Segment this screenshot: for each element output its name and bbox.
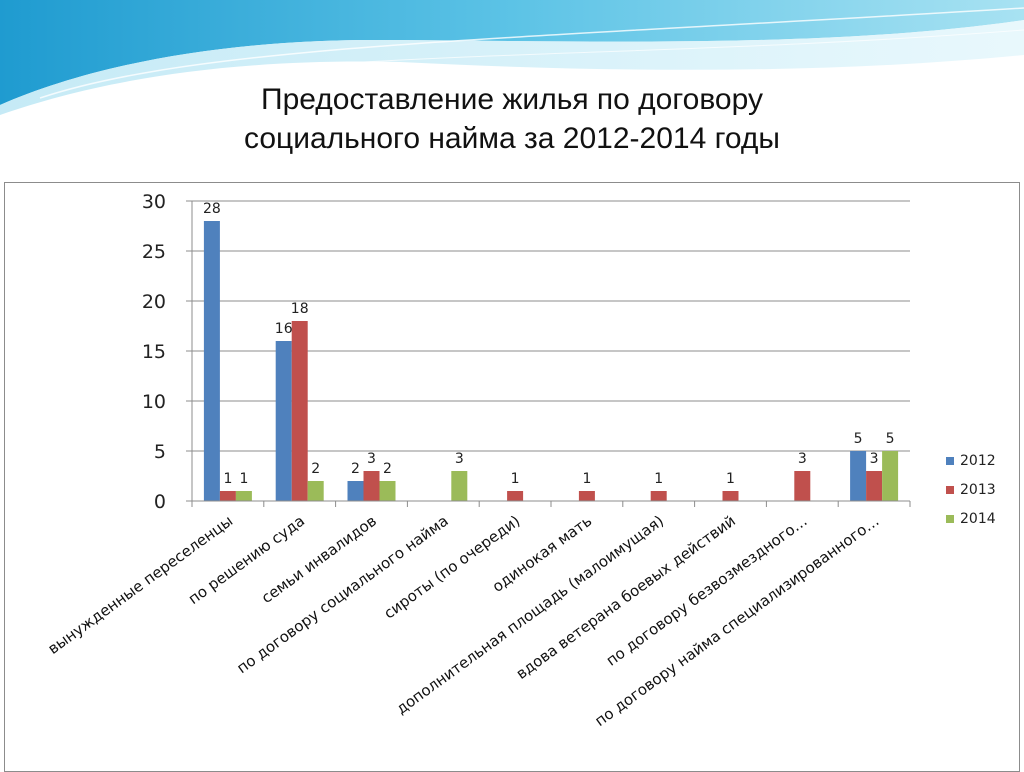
data-label: 1: [654, 471, 663, 487]
bar-2013-8: [794, 471, 811, 501]
data-label: 3: [870, 451, 879, 467]
slide-title-line-1: Предоставление жилья по договору: [261, 83, 763, 116]
bar-2014-0: [235, 491, 252, 501]
bar-2013-0: [219, 491, 236, 501]
bar-2012-2: [347, 481, 364, 501]
bar-2013-5: [578, 491, 595, 501]
legend-swatch-2013: [946, 486, 954, 494]
bar-2014-2: [379, 481, 396, 501]
category-label: по решению суда: [185, 512, 308, 608]
data-label: 1: [582, 471, 591, 487]
y-tick-label: 15: [142, 341, 166, 363]
y-tick-label: 25: [142, 241, 166, 263]
data-label: 2: [311, 461, 320, 477]
bar-2013-2: [363, 471, 380, 501]
data-label: 3: [367, 451, 376, 467]
data-label: 1: [511, 471, 520, 487]
data-label: 1: [239, 471, 248, 487]
y-tick-label: 20: [142, 291, 166, 313]
category-label: дополнительная площадь (малоимущая): [393, 512, 667, 718]
y-tick-label: 5: [154, 441, 166, 463]
slide-title-line-2: социального найма за 2012-2014 годы: [244, 122, 780, 155]
bar-2013-6: [650, 491, 667, 501]
grid-lines: [192, 200, 910, 452]
bar-2013-1: [291, 321, 308, 501]
y-tick-label: 0: [154, 491, 166, 513]
data-label: 5: [886, 431, 895, 447]
data-label: 1: [726, 471, 735, 487]
data-label: 16: [275, 321, 293, 337]
bar-2014-9: [882, 451, 899, 501]
data-label: 18: [291, 301, 309, 317]
y-tick-label: 10: [142, 391, 166, 413]
bar-2013-9: [866, 471, 883, 501]
data-label: 3: [455, 451, 464, 467]
legend-label-2013: 2013: [960, 482, 996, 498]
bar-2012-1: [275, 341, 292, 501]
category-label: сироты (по очереди): [380, 512, 523, 623]
legend: 2012 2013 2014: [946, 453, 996, 527]
bar-2014-3: [451, 471, 468, 501]
data-label: 5: [854, 431, 863, 447]
data-label: 1: [223, 471, 232, 487]
data-label: 2: [351, 461, 360, 477]
bar-2014-1: [307, 481, 324, 501]
y-tick-label: 30: [142, 191, 166, 213]
header-wave-light: [0, 20, 1024, 115]
slide-title: Предоставление жилья по договору социаль…: [120, 80, 904, 158]
data-label: 28: [203, 201, 221, 217]
bar-2012-9: [850, 451, 867, 501]
header-wave-dark: [0, 0, 1024, 105]
data-label: 2: [383, 461, 392, 477]
legend-label-2012: 2012: [960, 453, 996, 469]
bars: [203, 221, 899, 501]
legend-swatch-2014: [946, 515, 954, 523]
legend-swatch-2012: [946, 457, 954, 465]
data-label: 3: [798, 451, 807, 467]
bar-2013-7: [722, 491, 739, 501]
bar-2012-0: [203, 221, 220, 501]
bar-2013-4: [507, 491, 524, 501]
legend-label-2014: 2014: [960, 511, 996, 527]
